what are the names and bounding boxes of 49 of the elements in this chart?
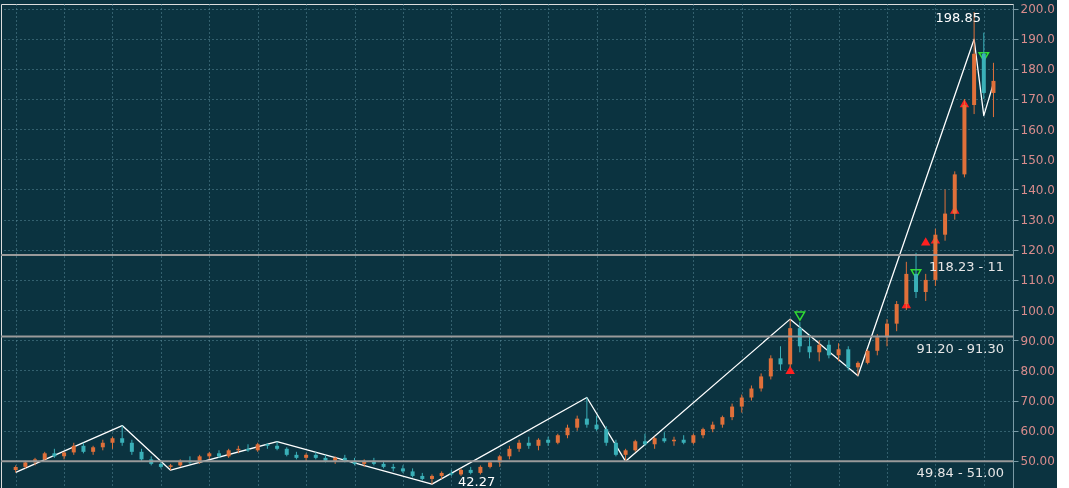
y-tick-label: 180.0 xyxy=(1020,62,1055,77)
y-tick-label: 80.00 xyxy=(1020,363,1055,378)
y-tick-label: 110.0 xyxy=(1020,273,1055,288)
annotation: 42.27 xyxy=(458,474,496,488)
candlestick xyxy=(216,449,221,459)
y-tick-label: 90.00 xyxy=(1020,333,1055,348)
point xyxy=(794,311,806,321)
y-tick-label: 60.00 xyxy=(1020,424,1055,439)
candlestick xyxy=(846,345,851,371)
point xyxy=(920,237,931,246)
y-tick-label: 100.0 xyxy=(1020,303,1055,318)
y-tick-label: 120.0 xyxy=(1020,243,1055,258)
ref-line-label: 49.84 - 51.00 xyxy=(916,465,1004,481)
y-tick-label: 140.0 xyxy=(1020,182,1055,197)
candlestick xyxy=(429,473,434,485)
y-tick-label: 200.0 xyxy=(1020,2,1055,17)
point xyxy=(785,365,795,374)
candlestick xyxy=(875,333,880,356)
candlestick xyxy=(604,425,609,447)
candlestick xyxy=(517,439,522,453)
y-tick-label: 170.0 xyxy=(1020,92,1055,107)
y-tick-label: 130.0 xyxy=(1020,213,1055,228)
candlestick xyxy=(739,394,744,414)
y-tick-label: 190.0 xyxy=(1020,32,1055,47)
candlestick xyxy=(584,397,589,429)
candlestick xyxy=(807,333,812,359)
candlestick xyxy=(275,441,280,451)
annotation: 198.85 xyxy=(935,10,981,25)
candlestick xyxy=(991,62,996,118)
ref-line-label: 91.20 - 91.30 xyxy=(916,340,1004,356)
candlestick xyxy=(836,342,841,362)
y-tick-label: 50.00 xyxy=(1020,454,1055,469)
candlestick xyxy=(546,436,551,447)
candlestick xyxy=(400,464,405,474)
candlestick xyxy=(642,433,647,447)
candlestick xyxy=(914,252,919,299)
candlestick xyxy=(120,425,125,447)
candlestick xyxy=(894,300,899,332)
candlestick xyxy=(768,354,773,380)
candlestick xyxy=(304,452,309,462)
candlestick xyxy=(943,188,948,242)
candlestick xyxy=(826,339,831,359)
candlestick xyxy=(778,345,783,371)
y-tick-label: 70.00 xyxy=(1020,394,1055,409)
candlestick xyxy=(759,372,764,392)
candlestick xyxy=(817,339,822,362)
candlestick xyxy=(923,273,928,302)
y-tick-label: 150.0 xyxy=(1020,152,1055,167)
y-tick-label: 160.0 xyxy=(1020,122,1055,137)
